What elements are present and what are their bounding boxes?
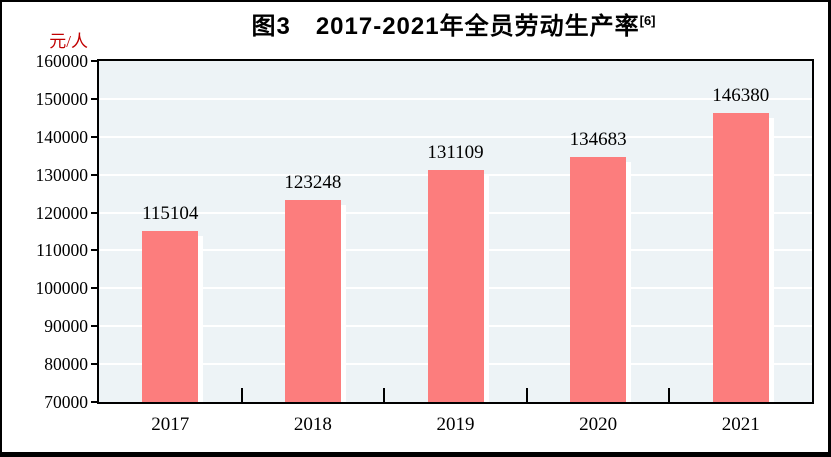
y-axis-tick (91, 60, 97, 62)
bar (284, 200, 341, 402)
gridline (99, 97, 812, 100)
x-axis-tick (525, 388, 528, 402)
x-tick-label: 2017 (151, 414, 190, 435)
y-axis-tick (91, 325, 97, 328)
y-tick-label: 150000 (35, 88, 89, 109)
x-axis-tick (240, 388, 243, 402)
value-label: 123248 (284, 172, 342, 194)
x-tick-label: 2021 (721, 414, 760, 435)
y-axis-tick (91, 401, 97, 403)
y-tick-label: 70000 (44, 392, 88, 412)
y-tick-label: 140000 (35, 126, 89, 147)
y-axis-tick (91, 211, 97, 214)
x-tick-label: 2020 (579, 414, 618, 435)
y-axis-tick (91, 135, 97, 138)
y-tick-label: 110000 (36, 240, 88, 261)
y-tick-label: 130000 (35, 164, 89, 185)
gridline (99, 135, 812, 138)
value-label: 146380 (712, 84, 770, 106)
value-label: 134683 (569, 128, 627, 150)
y-axis-tick (91, 173, 97, 176)
chart-title-footnote-superscript: [6] (639, 13, 656, 28)
bar (570, 156, 627, 402)
y-axis-tick (91, 363, 97, 366)
y-tick-label: 120000 (35, 202, 89, 223)
y-tick-label: 90000 (44, 316, 88, 337)
y-axis-tick (91, 97, 97, 100)
chart-title-text: 图3 2017-2021年全员劳动生产率 (251, 13, 640, 40)
y-axis-tick (91, 287, 97, 290)
y-tick-label: 100000 (35, 278, 89, 299)
value-label: 115104 (142, 203, 199, 225)
y-axis-tick (91, 249, 97, 252)
plot-area (97, 59, 814, 404)
y-tick-label: 80000 (44, 354, 88, 375)
y-axis-unit-label: 元/人 (49, 32, 88, 51)
x-axis-tick (668, 388, 671, 402)
chart-title: 图3 2017-2021年全员劳动生产率[6] (97, 6, 810, 41)
plot-inner (99, 61, 812, 402)
value-label: 131109 (427, 142, 484, 164)
bar (712, 112, 769, 402)
x-tick-label: 2019 (436, 414, 475, 435)
x-axis-tick (383, 388, 386, 402)
y-tick-label: 160000 (35, 51, 89, 71)
x-tick-label: 2018 (293, 414, 332, 435)
bar (142, 231, 199, 402)
bar (427, 170, 484, 402)
